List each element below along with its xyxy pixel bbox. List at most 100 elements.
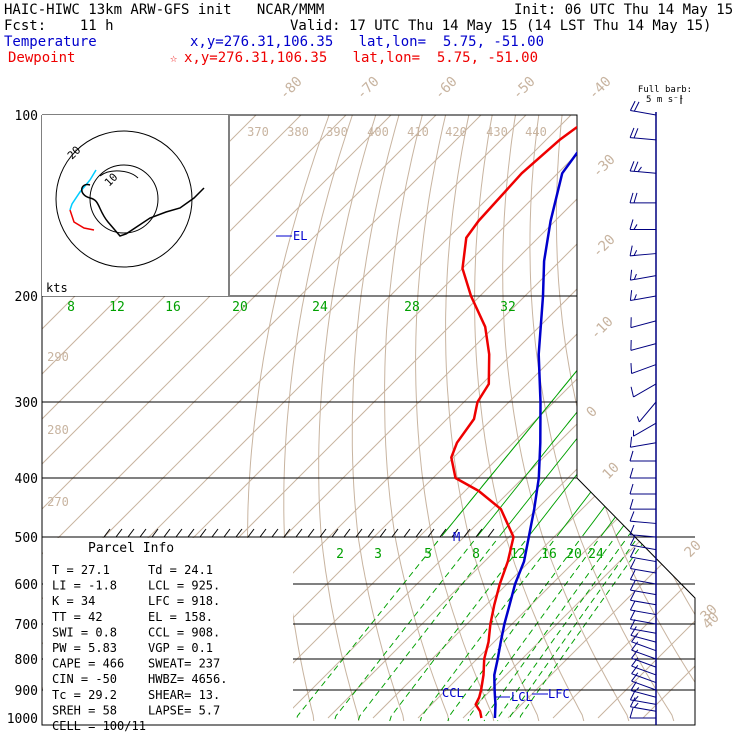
hatch-mark xyxy=(199,528,207,538)
barb-flag xyxy=(630,386,634,398)
barb-staff xyxy=(631,673,657,684)
pressure-label-900: 900 xyxy=(15,684,38,699)
barb-flag xyxy=(629,619,636,629)
barb-staff xyxy=(630,275,657,281)
temperature-coords: x,y=276.31,106.35 lat,lon= 5.75, -51.00 xyxy=(190,34,545,50)
hodograph-units: kts xyxy=(46,281,68,295)
wind-barb xyxy=(629,245,657,257)
hatch-mark xyxy=(439,528,447,538)
isotherm-line xyxy=(327,115,695,719)
hatch-mark xyxy=(427,528,435,538)
theta-label: 370 xyxy=(247,125,269,139)
barb-staff xyxy=(630,628,657,634)
isotherm-label: -30 xyxy=(590,152,619,181)
mixing-ratio-label: 16 xyxy=(541,547,557,562)
mixing-ratio-line-dashed xyxy=(518,540,645,722)
hatch-mark xyxy=(295,528,303,538)
isotherm-line xyxy=(42,115,482,719)
parcel-row-right: CCL = 908. xyxy=(148,625,220,639)
barb-flag xyxy=(633,294,637,300)
theta-label: 290 xyxy=(47,350,69,364)
hatch-mark xyxy=(259,528,267,538)
barb-flag xyxy=(633,273,637,280)
hatch-mark xyxy=(271,528,279,538)
wind-barb xyxy=(629,511,657,524)
mixing-ratio-line-dashed xyxy=(497,540,626,722)
barb-flag xyxy=(629,436,633,448)
wind-barb xyxy=(629,436,657,448)
barb-flag xyxy=(629,483,634,495)
mixing-ratio-line xyxy=(615,295,695,537)
barb-flag xyxy=(629,580,636,591)
barb-staff xyxy=(630,170,657,174)
theta-label: 430 xyxy=(486,125,508,139)
dry-adiabat-line xyxy=(606,115,695,722)
mixing-ratio-line xyxy=(600,295,695,537)
parcel-row-right: SHEAR= 13. xyxy=(148,688,220,702)
theta-label: 400 xyxy=(367,125,389,139)
wind-barb xyxy=(629,219,656,230)
parcel-info-table: Parcel Info T = 27.1 LI = -1.8K = 34 TT = 4… xyxy=(43,538,293,733)
mixing-ratio-line-dashed xyxy=(447,540,580,722)
parcel-row-right: SWEAT= 237 xyxy=(148,657,220,671)
barb-staff xyxy=(630,618,657,625)
barb-flag xyxy=(633,695,639,701)
pressure-label-700: 700 xyxy=(15,618,38,633)
barb-flag xyxy=(629,100,636,111)
hatch-mark xyxy=(331,528,339,538)
lcl-marker: LCL xyxy=(511,690,533,704)
barb-flag xyxy=(629,219,634,230)
barb-flag xyxy=(629,290,633,301)
mixing-ratio-label: 8 xyxy=(67,300,75,315)
hatch-mark xyxy=(115,528,123,538)
barb-staff xyxy=(631,364,657,374)
wind-barb xyxy=(629,590,657,606)
isotherm-line xyxy=(42,115,347,719)
barb-staff xyxy=(630,442,657,448)
mixing-ratio-label: 12 xyxy=(109,300,125,315)
isotherm-label: -80 xyxy=(277,74,306,103)
mixing-ratio-line xyxy=(638,295,695,537)
dry-adiabat-line xyxy=(725,115,740,721)
theta-label: 420 xyxy=(445,125,467,139)
mixing-ratio-label: 2 xyxy=(336,547,344,562)
wind-barb xyxy=(629,290,657,302)
barb-staff xyxy=(630,699,657,705)
dry-adiabat-line xyxy=(445,115,540,722)
barb-flag xyxy=(629,600,636,611)
barb-flag xyxy=(629,127,635,138)
wind-barb xyxy=(629,547,657,563)
barb-flag xyxy=(633,192,638,204)
isotherm-line xyxy=(282,115,695,719)
barb-flag xyxy=(629,245,633,256)
isotherm-label: 10 xyxy=(600,460,623,483)
mixing-ratio-line-dashed xyxy=(389,540,526,722)
dry-adiabat-line xyxy=(415,115,495,722)
wind-barb xyxy=(630,317,657,329)
isotherm-label: 20 xyxy=(682,538,705,561)
wind-barb xyxy=(629,707,656,719)
lfc-marker: LFC xyxy=(548,687,570,701)
wind-barb xyxy=(629,467,656,479)
isotherm-line xyxy=(552,115,695,719)
theta-label: 380 xyxy=(287,125,309,139)
parcel-info-title: Parcel Info xyxy=(88,541,174,556)
mixing-ratio-label: 3 xyxy=(374,547,382,562)
parcel-row-left: LI = -1.8 xyxy=(52,579,117,593)
barb-flag xyxy=(629,569,636,580)
mixing-ratio-label: 20 xyxy=(232,300,248,315)
hatch-mark xyxy=(151,528,159,538)
parcel-row-left: CAPE = 466 xyxy=(52,657,124,671)
hodograph-trace-mid xyxy=(69,169,97,211)
hatch-mark xyxy=(367,528,375,538)
mixing-ratio-lines xyxy=(295,295,695,722)
plot-frame xyxy=(41,114,696,726)
wind-barb xyxy=(629,580,657,596)
wind-barb xyxy=(629,161,657,174)
parcel-row-left: TT = 42 xyxy=(52,610,103,624)
hatch-mark xyxy=(139,528,147,538)
wind-barb xyxy=(629,609,657,625)
dry-adiabat-line xyxy=(654,115,695,722)
barb-staff xyxy=(631,665,657,676)
